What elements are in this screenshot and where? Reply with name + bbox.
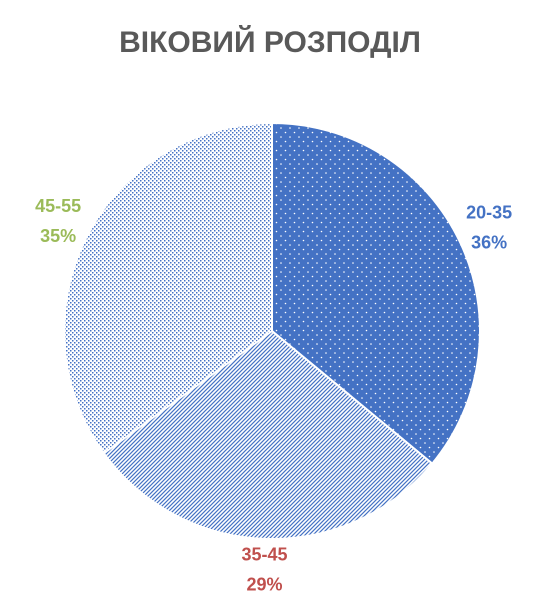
slice-value-label: 35% (40, 226, 76, 246)
pie-slice (271, 121, 481, 465)
pie-slice (63, 121, 273, 455)
chart-title: ВІКОВИЙ РОЗПОДІЛ (119, 25, 421, 59)
pie-slice (102, 329, 434, 540)
slice-value-label: 29% (246, 575, 282, 593)
slice-category-label: 20-35 (466, 203, 512, 223)
slice-category-label: 35-45 (241, 545, 287, 565)
slice-category-label: 45-55 (35, 196, 81, 216)
slice-value-label: 36% (471, 233, 507, 253)
